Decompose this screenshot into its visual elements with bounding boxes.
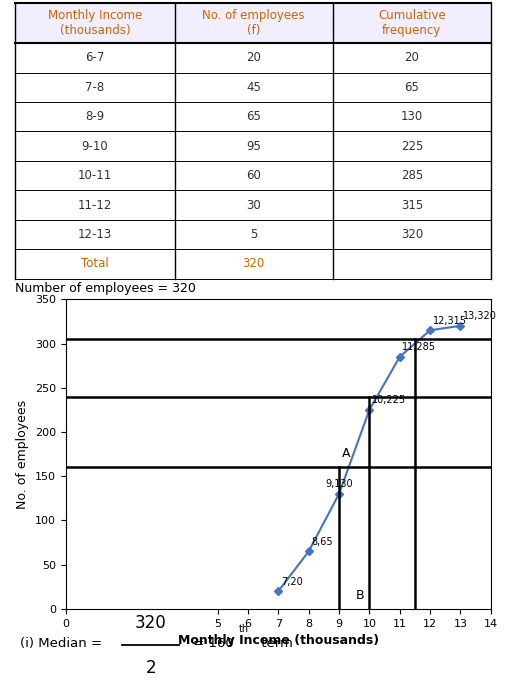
Text: 95: 95 <box>246 140 261 153</box>
Bar <box>15 131 174 161</box>
Bar <box>174 191 332 219</box>
Bar <box>15 249 174 279</box>
Text: 20: 20 <box>403 52 419 65</box>
Text: B: B <box>355 589 364 602</box>
Text: 65: 65 <box>246 110 261 123</box>
Bar <box>332 43 490 73</box>
Bar <box>332 3 490 43</box>
Text: 320: 320 <box>400 228 422 241</box>
Text: 9-10: 9-10 <box>81 140 108 153</box>
Text: Cumulative
frequency: Cumulative frequency <box>377 10 445 37</box>
Bar <box>174 131 332 161</box>
Bar <box>174 102 332 131</box>
Text: No. of employees
(f): No. of employees (f) <box>202 10 305 37</box>
Bar <box>174 73 332 102</box>
Bar <box>332 102 490 131</box>
Text: Monthly Income
(thousands): Monthly Income (thousands) <box>47 10 142 37</box>
Text: th: th <box>238 624 248 634</box>
Y-axis label: No. of employees: No. of employees <box>16 400 29 508</box>
Bar <box>174 249 332 279</box>
Text: 130: 130 <box>400 110 422 123</box>
Text: 320: 320 <box>135 614 166 632</box>
Bar <box>174 43 332 73</box>
Text: 65: 65 <box>403 80 419 94</box>
Text: 10-11: 10-11 <box>78 169 112 182</box>
Text: 320: 320 <box>242 257 264 270</box>
Bar <box>15 219 174 249</box>
Text: 60: 60 <box>246 169 261 182</box>
Text: A: A <box>341 447 350 460</box>
Bar <box>332 249 490 279</box>
Text: 30: 30 <box>246 199 261 212</box>
Text: 12-13: 12-13 <box>78 228 112 241</box>
Bar <box>15 3 174 43</box>
Bar <box>332 191 490 219</box>
Text: 8-9: 8-9 <box>85 110 104 123</box>
Text: 10,225: 10,225 <box>371 396 405 405</box>
Bar <box>15 73 174 102</box>
Bar <box>15 102 174 131</box>
Text: 315: 315 <box>400 199 422 212</box>
Text: (i) Median =: (i) Median = <box>20 637 106 650</box>
Bar <box>174 219 332 249</box>
Bar <box>15 161 174 191</box>
Text: 7,20: 7,20 <box>280 577 302 587</box>
Text: 285: 285 <box>400 169 422 182</box>
Text: 8,65: 8,65 <box>311 537 332 547</box>
Text: 9,130: 9,130 <box>325 480 352 489</box>
Text: 12,315: 12,315 <box>432 316 466 326</box>
Text: Total: Total <box>81 257 109 270</box>
Text: 20: 20 <box>246 52 261 65</box>
Text: 5: 5 <box>249 228 257 241</box>
Text: Number of employees = 320: Number of employees = 320 <box>15 283 195 295</box>
X-axis label: Monthly Income (thousands): Monthly Income (thousands) <box>177 634 378 647</box>
Bar <box>174 161 332 191</box>
Text: 13,320: 13,320 <box>462 312 496 321</box>
Bar <box>174 3 332 43</box>
Text: 11,285: 11,285 <box>401 343 435 352</box>
Text: = 160: = 160 <box>188 637 233 650</box>
Text: 11-12: 11-12 <box>77 199 112 212</box>
Text: 45: 45 <box>246 80 261 94</box>
Bar <box>332 131 490 161</box>
Bar <box>332 73 490 102</box>
Text: term: term <box>257 637 292 650</box>
Text: 7-8: 7-8 <box>85 80 104 94</box>
Text: 6-7: 6-7 <box>85 52 105 65</box>
Bar <box>332 219 490 249</box>
Bar <box>15 43 174 73</box>
Bar <box>15 191 174 219</box>
Text: 2: 2 <box>145 659 156 677</box>
Text: 225: 225 <box>400 140 422 153</box>
Bar <box>332 161 490 191</box>
